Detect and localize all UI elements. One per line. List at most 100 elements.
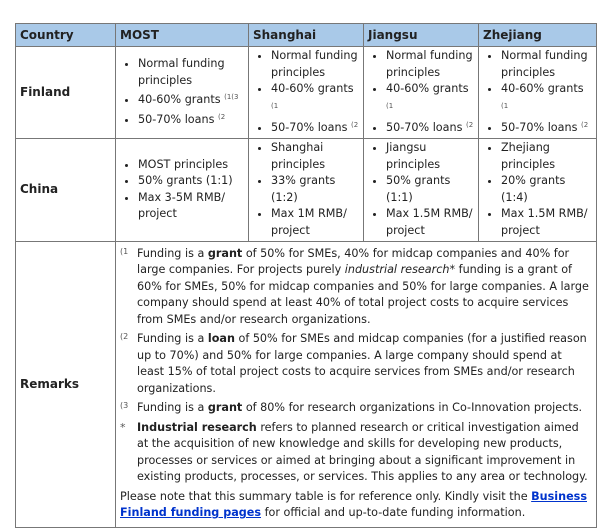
- item-text: 40-60% grants: [138, 93, 225, 107]
- cell: Normal funding principles 40-60% grants (…: [363, 46, 479, 139]
- cell: Shanghai principles33% grants (1:2)Max 1…: [248, 137, 364, 242]
- footnote-marker: (2: [120, 332, 129, 341]
- list-item: Normal funding principles: [271, 48, 359, 81]
- disclaimer-text: for official and up-to-date funding info…: [261, 506, 526, 519]
- list-item: 50% grants (1:1): [386, 173, 474, 206]
- list-item: 40-60% grants (1(3: [138, 89, 244, 109]
- business-finland-link[interactable]: Business Finland funding pages: [120, 489, 587, 520]
- note-text: grant: [207, 401, 243, 414]
- list-item: Normal funding principles: [501, 48, 592, 81]
- table-row-finland: FinlandNormal funding principles40-60% g…: [15, 46, 597, 139]
- list-item: 50-70% loans (2: [138, 109, 244, 129]
- item-text: Max 3-5M RMB/ project: [138, 190, 226, 221]
- list-item: 50-70% loans (2: [501, 117, 592, 137]
- footnote-ref: (1: [501, 101, 509, 110]
- cell: Normal funding principles40-60% grants (…: [248, 46, 364, 139]
- item-text: Normal funding principles: [271, 49, 358, 79]
- bullet-list: Normal funding principles40-60% grants (…: [120, 56, 244, 128]
- list-item: Max 1.5M RMB/ project: [386, 206, 474, 239]
- note-text: refers to planned research or critical i…: [137, 420, 588, 484]
- footnote-marker: *: [120, 420, 126, 434]
- remarks-row: Remarks (1 Funding is a grant of 50% for …: [15, 240, 597, 528]
- note-text: Funding is a: [137, 246, 208, 260]
- note-text: of 50% for SMEs and midcap companies (fo…: [137, 332, 587, 395]
- list-item: Max 3-5M RMB/ project: [138, 190, 244, 223]
- disclaimer-text: Please note that this summary table is f…: [120, 489, 532, 503]
- note-text: grant: [207, 246, 243, 260]
- footnote-ref: (1(3: [224, 93, 239, 102]
- item-text: 33% grants (1:2): [271, 174, 336, 204]
- header-zhejiang: Zhejiang: [478, 23, 597, 47]
- table-row-china: ChinaMOST principles50% grants (1:1)Max …: [15, 137, 597, 242]
- remark-note: * Industrial research refers to planned r…: [120, 420, 592, 486]
- list-item: Shanghai principles: [271, 140, 359, 173]
- item-text: Shanghai principles: [271, 141, 326, 171]
- item-text: 40-60% grants: [271, 82, 354, 95]
- footnote-ref: (2: [217, 112, 226, 121]
- header-row: Country MOST Shanghai Jiangsu Zhejiang: [15, 23, 597, 47]
- list-item: Max 1M RMB/ project: [271, 206, 359, 239]
- item-text: Max 1M RMB/ project: [271, 207, 347, 237]
- footnote-ref: (2: [580, 121, 589, 129]
- remark-note: (1 Funding is a grant of 50% for SMEs, 40…: [120, 246, 592, 329]
- bullet-list: Shanghai principles33% grants (1:2)Max 1…: [253, 140, 359, 239]
- item-text: Normal funding principles: [386, 49, 473, 79]
- remark-note: (2 Funding is a loan of 50% for SMEs and …: [120, 331, 592, 397]
- list-item: Zhejiang principles: [501, 140, 592, 173]
- remarks-cell: (1 Funding is a grant of 50% for SMEs, 40…: [115, 240, 597, 528]
- list-item: MOST principles: [138, 157, 244, 174]
- list-item: 40-60% grants (1: [271, 81, 359, 117]
- list-item: 20% grants (1:4): [501, 173, 592, 206]
- bullet-list: MOST principles 50% grants (1:1) Max 3-5M …: [120, 157, 244, 223]
- cell: Normal funding principles40-60% grants (…: [478, 46, 597, 139]
- item-text: 40-60% grants: [386, 82, 469, 95]
- item-text: MOST principles: [138, 157, 229, 171]
- item-text: Max 1.5M RMB/ project: [386, 207, 473, 237]
- item-text: 50% grants (1:1): [386, 174, 451, 204]
- bullet-list: Normal funding principles40-60% grants (…: [253, 48, 359, 137]
- header-most: MOST: [115, 23, 249, 47]
- item-text: Jiangsu principles: [386, 141, 441, 171]
- bullet-list: Normal funding principles40-60% grants (…: [483, 48, 592, 137]
- note-text: of 80% for research organizations in Co-…: [242, 401, 583, 414]
- bullet-list: Normal funding principles 40-60% grants (…: [368, 48, 474, 137]
- item-text: Zhejiang principles: [501, 141, 556, 171]
- row-label: China: [15, 137, 116, 242]
- item-text: Max 1.5M RMB/ project: [501, 207, 588, 237]
- item-text: 50-70% loans: [138, 112, 218, 126]
- note-text: of 50% for SMEs, 40% for midcap companie…: [137, 246, 570, 277]
- footnote-ref: (1: [386, 101, 394, 110]
- bullet-list: Jiangsu principles50% grants (1:1)Max 1.…: [368, 140, 474, 239]
- footnote-ref: (2: [465, 121, 474, 129]
- cell: Normal funding principles40-60% grants (…: [115, 46, 249, 139]
- cell: Zhejiang principles20% grants (1:4)Max 1…: [478, 137, 597, 242]
- item-text: 50-70% loans: [386, 121, 466, 134]
- header-country: Country: [15, 23, 116, 47]
- cell: MOST principles 50% grants (1:1) Max 3-5M …: [115, 137, 249, 242]
- remark-note: (3 Funding is a grant of 80% for research…: [120, 400, 592, 417]
- header-shanghai: Shanghai: [248, 23, 364, 47]
- item-text: 50-70% loans: [501, 121, 581, 134]
- footnote-marker: (1: [120, 246, 129, 256]
- item-text: 20% grants (1:4): [501, 174, 566, 204]
- footnote-ref: (1: [271, 101, 279, 110]
- cell: Jiangsu principles50% grants (1:1)Max 1.…: [363, 137, 479, 242]
- list-item: Max 1.5M RMB/ project: [501, 206, 592, 239]
- item-text: Normal funding principles: [501, 49, 588, 79]
- list-item: 33% grants (1:2): [271, 173, 359, 206]
- footnote-marker: (3: [120, 401, 129, 410]
- note-text: Industrial research: [137, 420, 257, 434]
- remarks-label: Remarks: [15, 240, 116, 528]
- note-text: Funding is a: [137, 332, 208, 345]
- funding-summary-table: Country MOST Shanghai Jiangsu Zhejiang F…: [15, 23, 597, 528]
- item-text: 50% grants (1:1): [138, 174, 233, 187]
- item-text: 50-70% loans: [271, 121, 351, 134]
- item-text: Normal funding principles: [138, 57, 225, 87]
- note-text: industrial research*: [344, 263, 456, 276]
- item-text: 40-60% grants: [501, 82, 584, 95]
- list-item: 50% grants (1:1): [138, 173, 244, 190]
- note-text: loan: [207, 332, 235, 345]
- list-item: 50-70% loans (2: [271, 117, 359, 137]
- note-text: funding is a grant of 60% for SMEs, 50% …: [137, 263, 589, 326]
- list-item: 40-60% grants (1: [501, 81, 592, 117]
